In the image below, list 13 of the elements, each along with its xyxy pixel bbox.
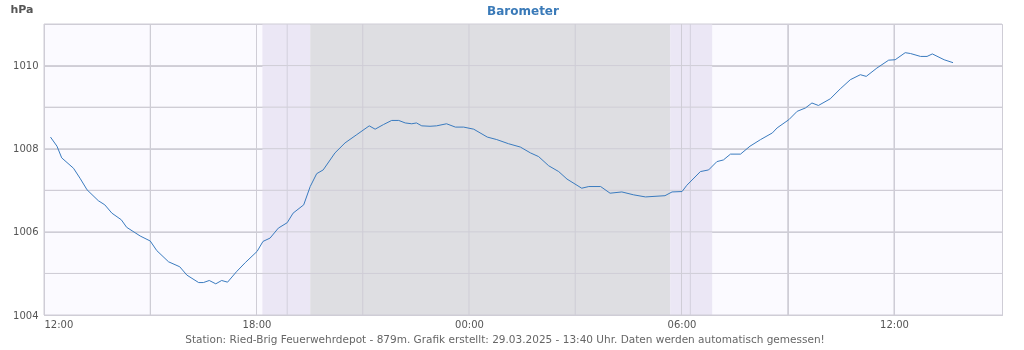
chart-title: Barometer bbox=[487, 4, 559, 18]
y-tick-label: 1010 bbox=[13, 60, 39, 72]
x-tick-label: 00:00 bbox=[455, 318, 484, 330]
y-tick-label: 1008 bbox=[13, 143, 39, 155]
x-tick-label: 12:00 bbox=[880, 318, 909, 330]
y-axis-title: hPa bbox=[10, 2, 34, 16]
x-tick-label: 18:00 bbox=[242, 318, 272, 330]
x-tick-label: 06:00 bbox=[667, 318, 697, 330]
text: Station: Ried-Brig Feuerwehrdepot - 879m. Grafik erstellt: 29.03.2025 - 13:40 Uhr. Daten werden automatisch gemessen! bbox=[185, 333, 825, 345]
x-tick-label: 12:00 bbox=[44, 318, 74, 330]
y-tick-label: 1006 bbox=[13, 226, 39, 238]
line-series bbox=[49, 52, 954, 285]
y-tick-label: 1004 bbox=[13, 309, 39, 321]
